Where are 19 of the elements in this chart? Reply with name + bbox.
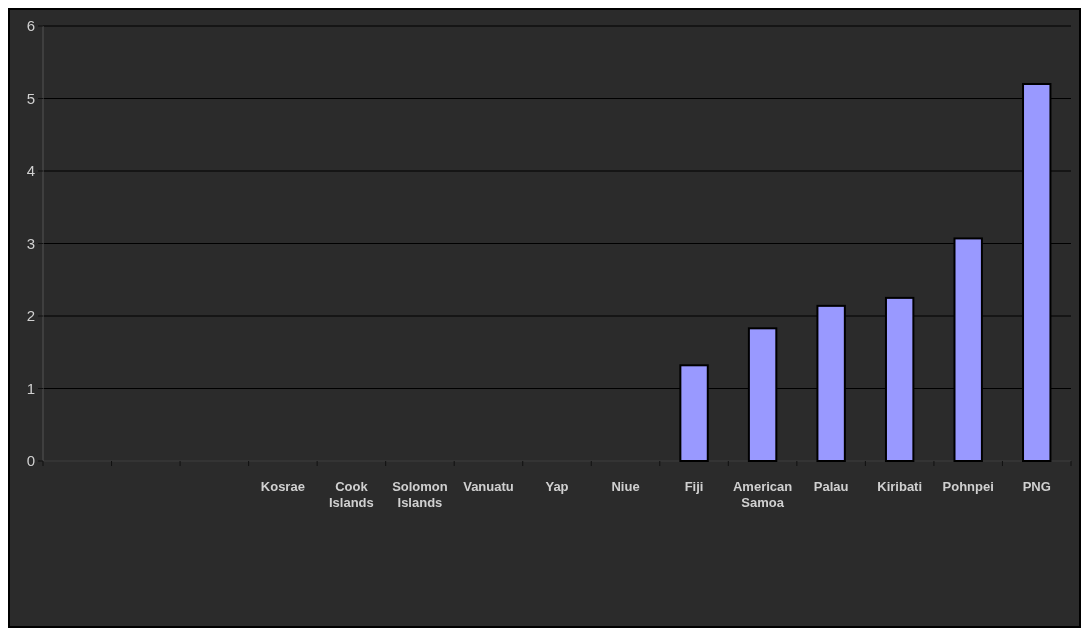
x-tick-label: American Samoa bbox=[732, 479, 793, 510]
y-tick-label: 4 bbox=[26, 162, 35, 180]
x-tick-label: Fiji bbox=[684, 479, 704, 494]
x-tick-label: Cook Islands bbox=[329, 479, 374, 510]
x-tick-label: Palau bbox=[813, 479, 849, 494]
x-tick-label: Yap bbox=[545, 479, 569, 494]
y-tick-label: 3 bbox=[26, 234, 35, 252]
x-tick-label: Solomon Islands bbox=[392, 479, 448, 510]
x-tick-label: Kosrae bbox=[260, 479, 305, 494]
x-tick-label: Pohnpei bbox=[942, 479, 994, 494]
x-tick-label: Vanuatu bbox=[463, 479, 514, 494]
y-tick-label: 5 bbox=[26, 89, 35, 107]
y-tick-label: 6 bbox=[26, 17, 35, 35]
x-tick-label: Niue bbox=[611, 479, 640, 494]
y-tick-label: 0 bbox=[26, 452, 35, 470]
y-tick-label: 1 bbox=[26, 379, 35, 397]
y-tick-label: 2 bbox=[26, 307, 35, 325]
x-tick-label: Kiribati bbox=[877, 479, 923, 494]
x-tick-label: PNG bbox=[1022, 479, 1051, 494]
